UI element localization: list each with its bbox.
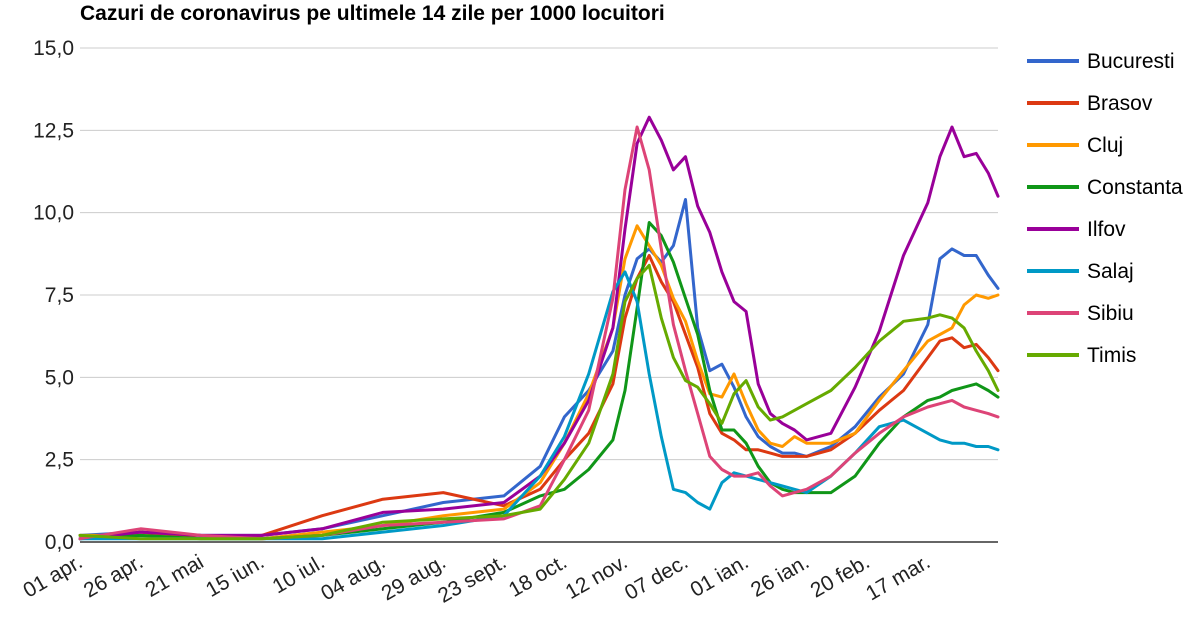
x-tick-label: 26 ian. bbox=[747, 550, 813, 601]
legend-label: Timis bbox=[1087, 344, 1136, 367]
legend-label: Brasov bbox=[1087, 92, 1153, 115]
x-tick-label: 07 dec. bbox=[621, 550, 692, 604]
x-tick-label: 15 iun. bbox=[202, 550, 268, 601]
y-tick-label: 10,0 bbox=[33, 202, 74, 225]
series-line-sibiu bbox=[78, 125, 1000, 541]
series-line-cluj bbox=[78, 224, 1000, 541]
y-axis-labels: 0,0 2,5 5,0 7,5 10,0 12,5 15,0 bbox=[33, 37, 74, 554]
legend-label: Ilfov bbox=[1087, 218, 1126, 241]
y-tick-label: 2,5 bbox=[45, 449, 74, 472]
y-tick-label: 15,0 bbox=[33, 37, 74, 60]
series-lines bbox=[78, 115, 1000, 541]
chart-title: Cazuri de coronavirus pe ultimele 14 zil… bbox=[80, 2, 665, 25]
y-tick-label: 0,0 bbox=[45, 531, 74, 554]
series-line-brasov bbox=[78, 254, 1000, 541]
x-tick-label: 21 mai bbox=[142, 550, 208, 601]
legend-label: Bucuresti bbox=[1087, 50, 1175, 73]
series-line-salaj bbox=[78, 270, 1000, 541]
x-tick-label: 17 mar. bbox=[862, 550, 934, 605]
x-tick-label: 23 sept. bbox=[434, 550, 510, 607]
y-tick-label: 12,5 bbox=[33, 119, 74, 142]
legend-label: Salaj bbox=[1087, 260, 1134, 283]
x-tick-label: 12 nov. bbox=[562, 550, 632, 604]
y-tick-label: 5,0 bbox=[45, 366, 74, 389]
x-tick-label: 01 apr. bbox=[19, 550, 86, 602]
x-tick-label: 01 ian. bbox=[686, 550, 752, 601]
x-tick-label: 20 feb. bbox=[807, 550, 874, 602]
legend: Bucuresti Brasov Cluj Constanta Ilfov Salaj Si… bbox=[1027, 50, 1183, 367]
y-tick-label: 7,5 bbox=[45, 284, 74, 307]
x-tick-label: 04 aug. bbox=[317, 550, 389, 605]
series-line-ilfov bbox=[78, 115, 1000, 541]
legend-label: Cluj bbox=[1087, 134, 1123, 157]
x-tick-label: 26 apr. bbox=[80, 550, 147, 602]
series-line-bucuresti bbox=[78, 198, 1000, 537]
series-line-timis bbox=[78, 263, 1000, 541]
legend-label: Constanta bbox=[1087, 176, 1183, 199]
x-tick-label: 18 oct. bbox=[505, 550, 571, 601]
legend-label: Sibiu bbox=[1087, 302, 1134, 325]
